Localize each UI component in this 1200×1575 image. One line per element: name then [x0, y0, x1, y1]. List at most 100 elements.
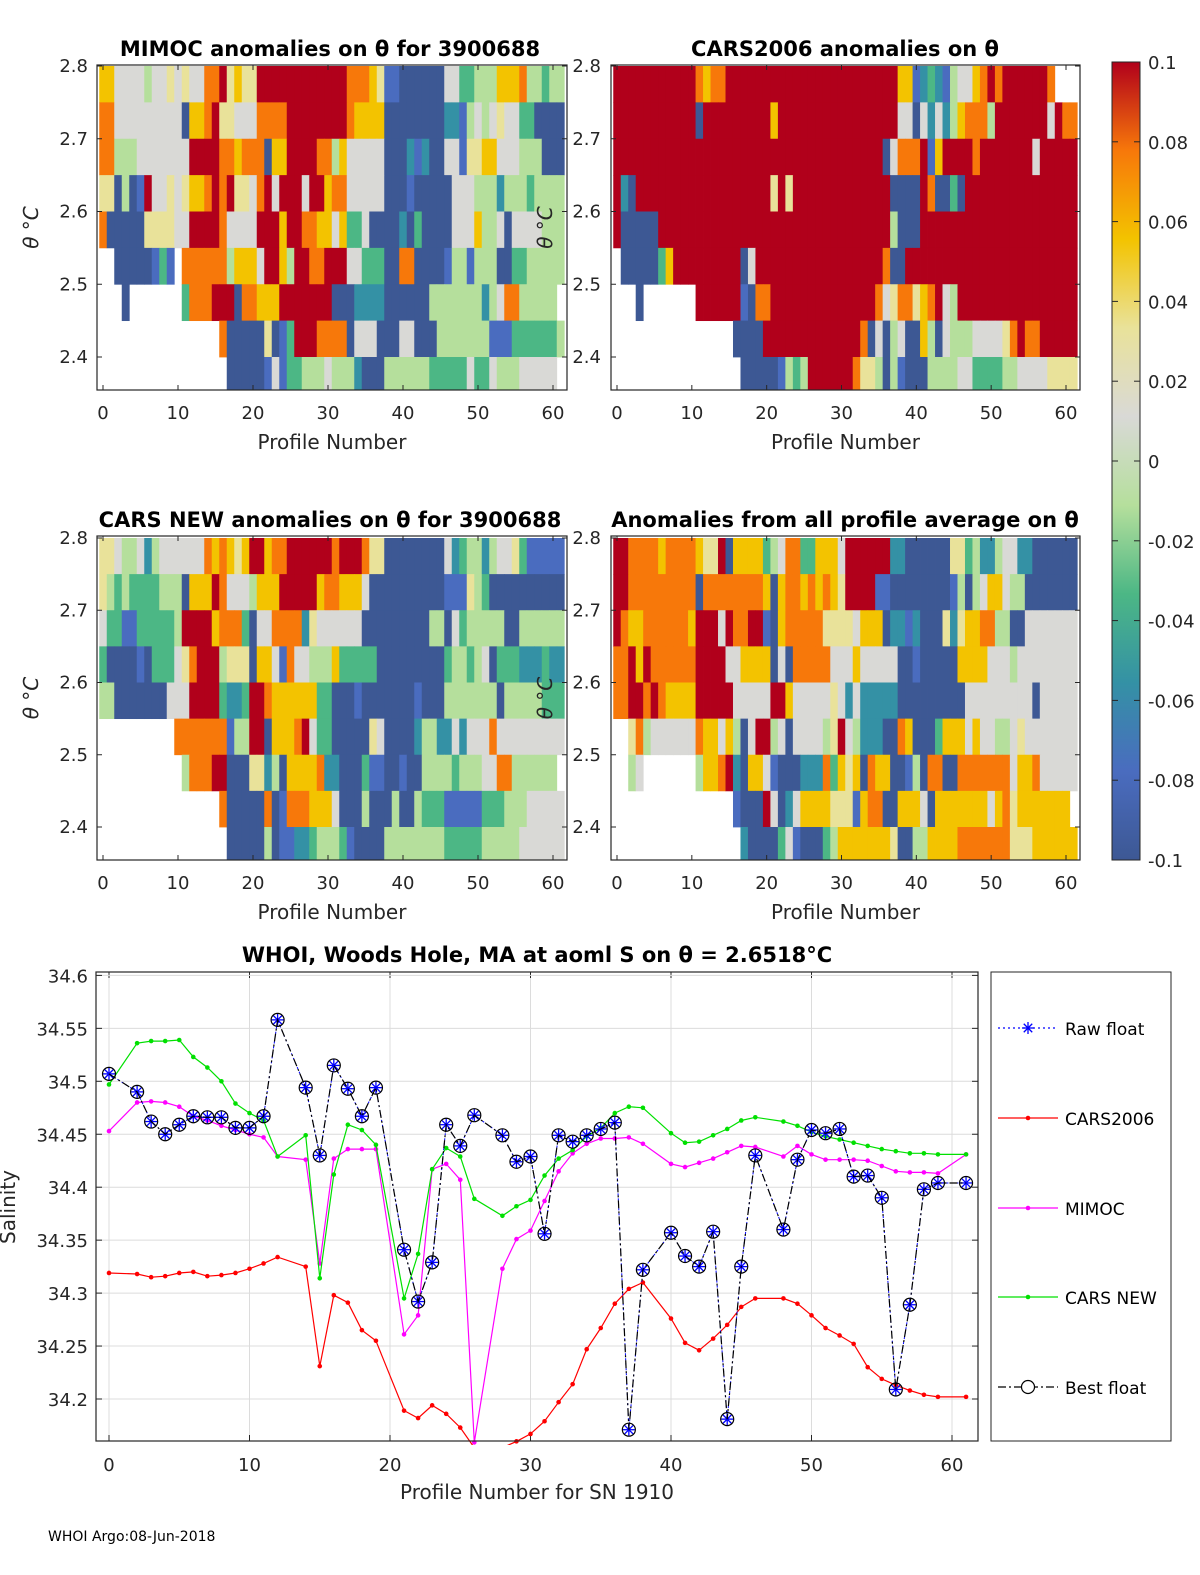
heatmap-cell [309, 175, 318, 212]
heatmap-cell [695, 284, 704, 322]
data-point [148, 1274, 154, 1280]
heatmap-cell [875, 682, 884, 720]
best-float-marker [396, 1242, 412, 1257]
heatmap-cell [1069, 574, 1078, 611]
heatmap-cell [436, 66, 445, 103]
heatmap-cell [481, 357, 490, 390]
heatmap-cell [264, 646, 273, 683]
heatmap-cell [942, 646, 951, 683]
heatmap-cell [106, 646, 115, 683]
best-float-marker [537, 1226, 552, 1241]
heatmap-cell [732, 610, 741, 647]
heatmap-cell [511, 827, 520, 860]
heatmap-cell [474, 718, 483, 756]
heatmap-cell [376, 102, 385, 140]
heatmap-cell [964, 646, 973, 683]
data-point [907, 1170, 913, 1175]
heatmap-cell [256, 790, 265, 828]
heatmap-cell [935, 138, 943, 176]
heatmap-cell [665, 175, 674, 212]
heatmap-cell [429, 538, 438, 575]
heatmap-cell [1062, 682, 1071, 720]
heatmap-cell [376, 790, 385, 828]
heatmap-cell [890, 320, 899, 358]
y-tick-label: 34.3 [48, 1284, 88, 1305]
data-point [443, 1161, 449, 1167]
data-point [247, 1110, 252, 1116]
heatmap-cell [927, 718, 936, 756]
heatmap-cell [777, 247, 786, 285]
best-float-marker [734, 1259, 749, 1274]
heatmap-cell [703, 646, 711, 683]
heatmap-cell [271, 66, 280, 103]
heatmap-cell [747, 610, 756, 647]
heatmap-cell [837, 718, 846, 756]
heatmap-cell [620, 682, 629, 720]
heatmap-cell [354, 574, 363, 611]
heatmap-cell [860, 718, 869, 756]
heatmap-cell [369, 211, 378, 249]
heatmap-cell [234, 138, 243, 176]
data-point [795, 1123, 800, 1129]
heatmap-cell [346, 175, 355, 212]
heatmap-cell [994, 284, 1003, 322]
heatmap-cell [556, 574, 565, 611]
heatmap-cell [957, 357, 966, 390]
heatmap-cell [1047, 574, 1056, 611]
y-tick-label: 2.4 [572, 817, 601, 838]
heatmap-cell [725, 538, 734, 575]
heatmap-cell [324, 247, 333, 285]
heatmap-cell [144, 102, 153, 140]
y-tick-label: 2.7 [572, 600, 601, 621]
heatmap-cell [541, 320, 550, 358]
heatmap-cell [294, 610, 303, 647]
data-point [373, 1338, 379, 1344]
heatmap-cell [800, 790, 809, 828]
heatmap-cell [815, 284, 824, 322]
heatmap-cell [414, 538, 423, 575]
heatmap-cell [249, 320, 258, 358]
heatmap-cell [406, 610, 415, 647]
heatmap-cell [159, 610, 168, 647]
legend-marker-dot [1025, 1115, 1031, 1121]
heatmap-cell [807, 682, 816, 720]
heatmap-cell [271, 538, 280, 575]
data-point [851, 1341, 856, 1347]
heatmap-cell [979, 754, 988, 792]
heatmap-cell [942, 66, 951, 103]
heatmap-cell [755, 175, 764, 212]
heatmap-cell [703, 102, 711, 140]
heatmap-cell [121, 211, 130, 249]
data-point [724, 1322, 730, 1328]
heatmap-cell [882, 284, 891, 322]
heatmap-cell [650, 646, 659, 683]
heatmap-cell [211, 646, 220, 683]
heatmap-cell [511, 538, 520, 575]
data-point [233, 1270, 238, 1276]
heatmap-cell [673, 175, 682, 212]
heatmap-cell [309, 682, 318, 720]
heatmap-cell [451, 718, 460, 756]
heatmap-cell [241, 102, 250, 140]
heatmap-cell [845, 102, 854, 140]
heatmap-cell [294, 682, 303, 720]
y-tick-label: 2.7 [59, 129, 88, 150]
heatmap-cell [271, 211, 280, 249]
heatmap-cell [489, 102, 498, 140]
heatmap-cell [391, 538, 400, 575]
heatmap-cell [688, 247, 696, 285]
heatmap-cell [905, 610, 913, 647]
heatmap-cell [526, 211, 535, 249]
heatmap-cell [519, 790, 528, 828]
heatmap-cell [800, 211, 809, 249]
heatmap-cell [481, 574, 490, 611]
legend-label: MIMOC [1065, 1200, 1125, 1220]
heatmap-cell [770, 646, 779, 683]
best-float-marker [354, 1109, 369, 1124]
colorbar-tick-label: -0.1 [1148, 851, 1183, 872]
heatmap-cell [211, 138, 220, 176]
heatmap-cell [249, 574, 258, 611]
heatmap-cell [994, 211, 1003, 249]
data-point [823, 1325, 828, 1331]
heatmap-cell [249, 247, 258, 285]
